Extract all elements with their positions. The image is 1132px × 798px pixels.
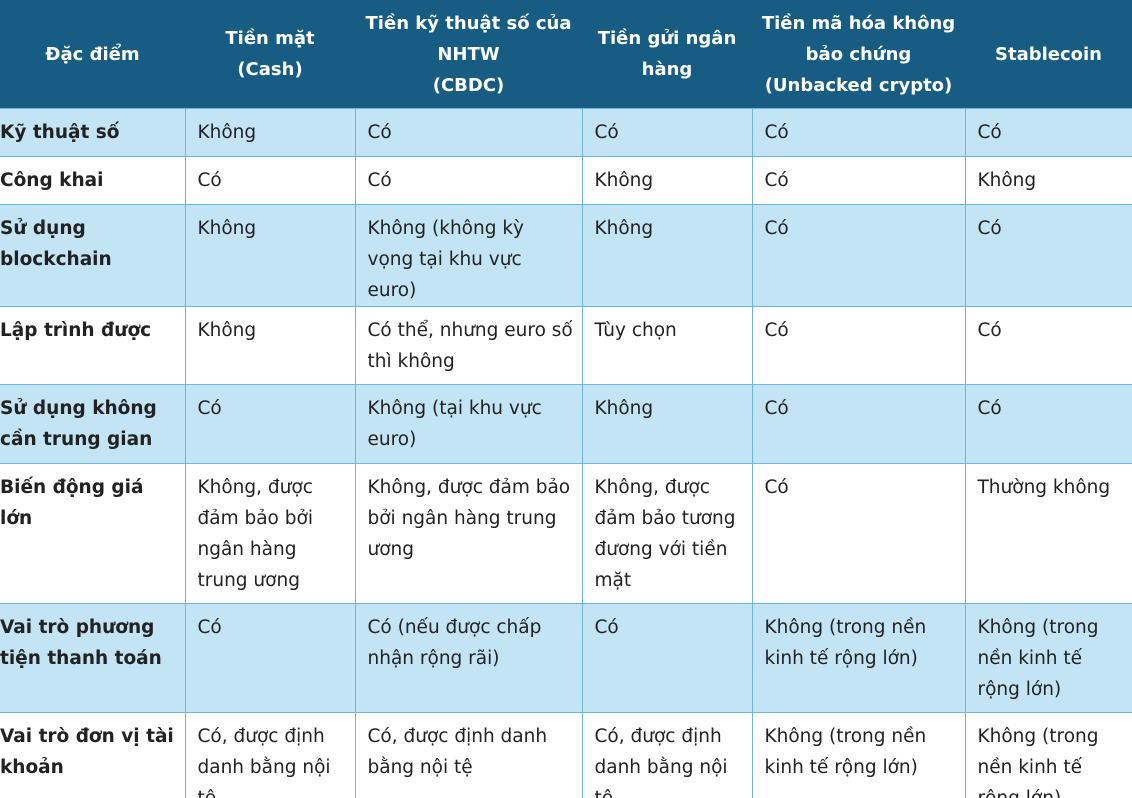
table-cell: Không <box>184 108 356 157</box>
table-cell: Không (trong nền kinh tế rộng lớn) <box>751 603 966 713</box>
table-cell: Có <box>751 204 966 307</box>
row-label: Vai trò đơn vị tài khoản <box>0 712 186 798</box>
header-cell: Tiền mặt (Cash) <box>185 0 355 109</box>
header-cell: Tiền kỹ thuật số của NHTW (CBDC) <box>355 0 582 109</box>
table-cell: Có <box>184 603 356 713</box>
table-cell: Không <box>581 384 753 464</box>
table-cell: Có <box>751 306 966 385</box>
table-cell: Không, được đảm bảo bởi ngân hàng trung … <box>354 463 583 604</box>
table-cell: Không (tại khu vực euro) <box>354 384 583 464</box>
table-cell: Có, được định danh bằng nội tệ <box>581 712 753 798</box>
table-cell: Có <box>184 384 356 464</box>
table-cell: Không, được đảm bảo bởi ngân hàng trung … <box>184 463 356 604</box>
table-cell: Có <box>964 306 1132 385</box>
table-row: Biến động giá lớn Không, được đảm bảo bởi… <box>0 463 1132 604</box>
table-cell: Không (trong nền kinh tế rộng lớn) <box>964 603 1132 713</box>
table-row: Kỹ thuật số Không Có Có Có Có <box>0 108 1132 157</box>
table-body: Kỹ thuật số Không Có Có Có Có Công khai Có Có Khô… <box>0 108 1132 798</box>
table-cell: Có, được định danh bằng nội tệ <box>354 712 583 798</box>
table-cell: Không (trong nền kinh tế rộng lớn) <box>964 712 1132 798</box>
row-label: Công khai <box>0 156 186 205</box>
table-cell: Có <box>751 156 966 205</box>
table-cell: Không <box>184 306 356 385</box>
row-label: Lập trình được <box>0 306 186 385</box>
row-label: Vai trò phương tiện thanh toán <box>0 603 186 713</box>
table-cell: Có <box>964 108 1132 157</box>
table-cell: Không, được đảm bảo tương đương với tiền… <box>581 463 753 604</box>
table-cell: Có <box>354 108 583 157</box>
table-cell: Có <box>751 463 966 604</box>
table-cell: Thường không <box>964 463 1132 604</box>
row-label: Kỹ thuật số <box>0 108 186 157</box>
table-row: Công khai Có Có Không Có Không <box>0 156 1132 205</box>
table-cell: Không (trong nền kinh tế rộng lớn) <box>751 712 966 798</box>
header-cell: Đặc điểm <box>0 0 185 109</box>
table-cell: Có thể, nhưng euro số thì không <box>354 306 583 385</box>
table-cell: Có <box>751 384 966 464</box>
table-cell: Có <box>751 108 966 157</box>
table-row: Sử dụng không cần trung gian Có Không (tại… <box>0 384 1132 464</box>
row-label: Sử dụng không cần trung gian <box>0 384 186 464</box>
table-cell: Có <box>581 108 753 157</box>
header-cell: Tiền gửi ngân hàng <box>582 0 752 109</box>
table-cell: Tùy chọn <box>581 306 753 385</box>
header-row: Đặc điểm Tiền mặt (Cash) Tiền kỹ thuật số … <box>0 0 1132 109</box>
row-label: Biến động giá lớn <box>0 463 186 604</box>
table-cell: Không <box>964 156 1132 205</box>
table-cell: Có (nếu được chấp nhận rộng rãi) <box>354 603 583 713</box>
table-row: Lập trình được Không Có thể, nhưng euro số… <box>0 306 1132 385</box>
table-cell: Không (không kỳ vọng tại khu vực euro) <box>354 204 583 307</box>
table-cell: Có <box>581 603 753 713</box>
header-cell: Stablecoin <box>965 0 1132 109</box>
table-cell: Không <box>184 204 356 307</box>
table-cell: Có, được định danh bằng nội tệ <box>184 712 356 798</box>
table-cell: Có <box>354 156 583 205</box>
table-cell: Có <box>964 204 1132 307</box>
table-row: Sử dụng blockchain Không Không (không kỳ v… <box>0 204 1132 307</box>
table-cell: Có <box>184 156 356 205</box>
table-row: Vai trò đơn vị tài khoản Có, được định da… <box>0 712 1132 798</box>
table-cell: Có <box>964 384 1132 464</box>
table-cell: Không <box>581 156 753 205</box>
table-cell: Không <box>581 204 753 307</box>
header-cell: Tiền mã hóa không bảo chứng (Unbacked cr… <box>752 0 965 109</box>
table-row: Vai trò phương tiện thanh toán Có Có (nếu … <box>0 603 1132 713</box>
row-label: Sử dụng blockchain <box>0 204 186 307</box>
